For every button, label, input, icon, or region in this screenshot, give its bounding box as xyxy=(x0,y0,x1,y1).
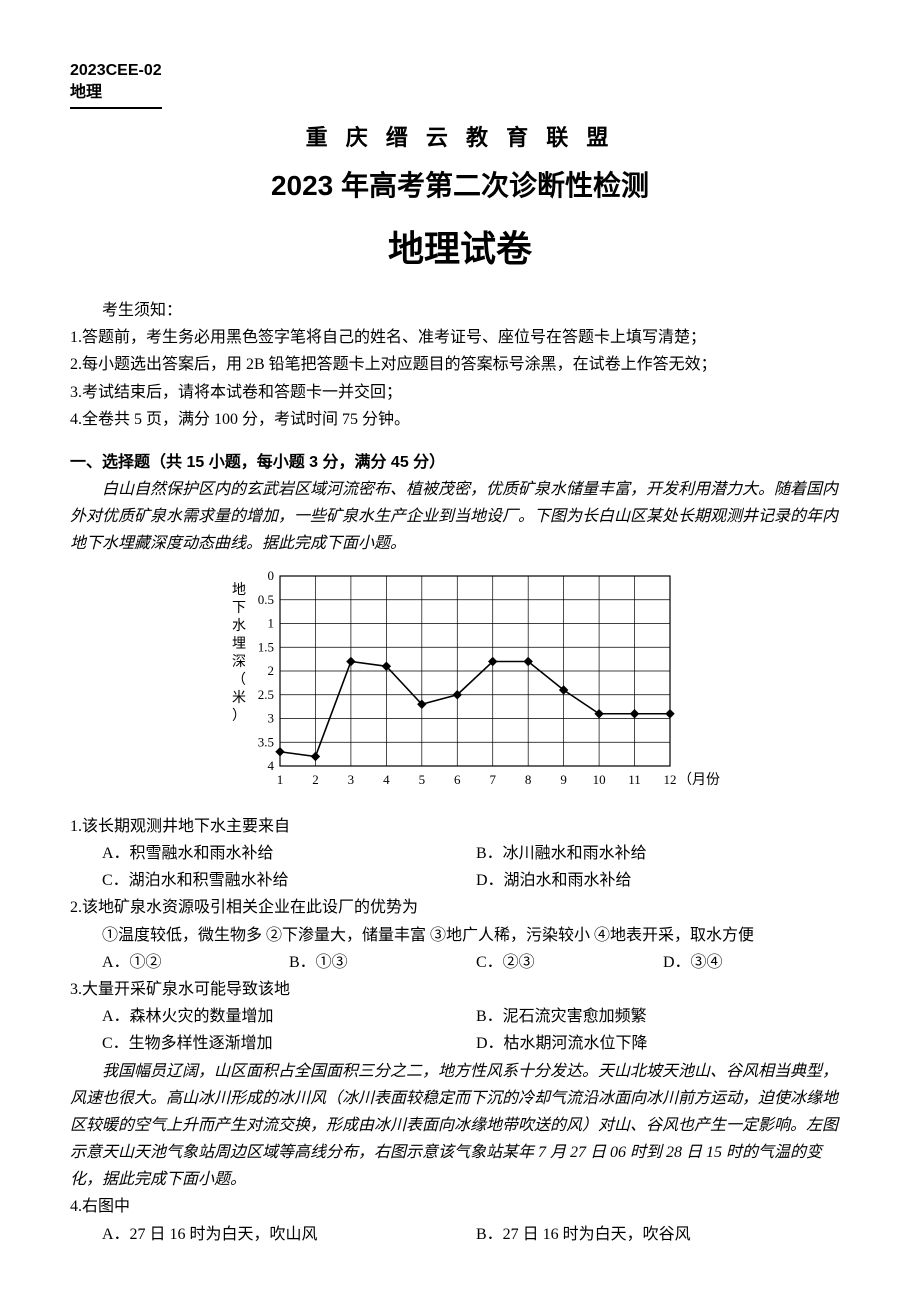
svg-text:水: 水 xyxy=(232,618,246,634)
notice-item: 1.答题前，考生务必用黑色签字笔将自己的姓名、准考证号、座位号在答题卡上填写清楚… xyxy=(70,324,850,351)
q1-stem: 1.该长期观测井地下水主要来自 xyxy=(70,813,850,840)
q4-opt-b: B．27 日 16 时为白天，吹谷风 xyxy=(476,1221,850,1248)
svg-text:1.5: 1.5 xyxy=(258,639,274,654)
svg-text:3: 3 xyxy=(348,772,355,787)
q1-opt-c: C．湖泊水和积雪融水补给 xyxy=(102,867,476,894)
svg-text:4: 4 xyxy=(268,758,275,773)
notice-heading: 考生须知： xyxy=(70,297,850,324)
svg-text:12: 12 xyxy=(664,772,677,787)
svg-text:地: 地 xyxy=(232,582,246,598)
svg-text:3.5: 3.5 xyxy=(258,734,274,749)
q2-options: A．①② B．①③ C．②③ D．③④ xyxy=(70,949,850,976)
notice-list: 1.答题前，考生务必用黑色签字笔将自己的姓名、准考证号、座位号在答题卡上填写清楚… xyxy=(70,324,850,433)
q3-opt-a: A．森林火灾的数量增加 xyxy=(102,1003,476,1030)
q3-stem: 3.大量开采矿泉水可能导致该地 xyxy=(70,976,850,1003)
q2-opt-c: C．②③ xyxy=(476,949,663,976)
svg-text:10: 10 xyxy=(593,772,606,787)
q3-options: A．森林火灾的数量增加 B．泥石流灾害愈加频繁 C．生物多样性逐渐增加 D．枯水… xyxy=(70,1003,850,1057)
svg-text:0: 0 xyxy=(268,568,275,583)
passage-1: 白山自然保护区内的玄武岩区域河流密布、植被茂密，优质矿泉水储量丰富，开发利用潜力… xyxy=(70,476,850,558)
q1-opt-d: D．湖泊水和雨水补给 xyxy=(476,867,850,894)
notice-item: 2.每小题选出答案后，用 2B 铅笔把答题卡上对应题目的答案标号涂黑，在试卷上作… xyxy=(70,351,850,378)
svg-text:3: 3 xyxy=(268,710,275,725)
exam-code-block: 2023CEE-02 地理 xyxy=(70,60,850,109)
passage-2: 我国幅员辽阔，山区面积占全国面积三分之二，地方性风系十分发达。天山北坡天池山、谷… xyxy=(70,1058,850,1194)
title-organization: 重 庆 缙 云 教 育 联 盟 xyxy=(70,119,850,156)
svg-text:2: 2 xyxy=(268,663,275,678)
svg-text:8: 8 xyxy=(525,772,532,787)
q4-options: A．27 日 16 时为白天，吹山风 B．27 日 16 时为白天，吹谷风 xyxy=(70,1221,850,1248)
q3-opt-b: B．泥石流灾害愈加频繁 xyxy=(476,1003,850,1030)
svg-text:米: 米 xyxy=(232,690,246,706)
q1-opt-b: B．冰川融水和雨水补给 xyxy=(476,840,850,867)
exam-code-line2: 地理 xyxy=(70,84,102,101)
notice-item: 3.考试结束后，请将本试卷和答题卡一并交回； xyxy=(70,379,850,406)
svg-text:11: 11 xyxy=(628,772,641,787)
svg-text:1: 1 xyxy=(277,772,284,787)
svg-text:（: （ xyxy=(232,672,246,688)
q2-opt-b: B．①③ xyxy=(289,949,476,976)
q1-options: A．积雪融水和雨水补给 B．冰川融水和雨水补给 C．湖泊水和积雪融水补给 D．湖… xyxy=(70,840,850,894)
q2-opt-d: D．③④ xyxy=(663,949,850,976)
svg-text:4: 4 xyxy=(383,772,390,787)
svg-text:6: 6 xyxy=(454,772,461,787)
exam-code-line1: 2023CEE-02 xyxy=(70,62,162,79)
svg-text:1: 1 xyxy=(268,615,275,630)
svg-text:7: 7 xyxy=(489,772,496,787)
q4-stem: 4.右图中 xyxy=(70,1193,850,1220)
q4-opt-a: A．27 日 16 时为白天，吹山风 xyxy=(102,1221,476,1248)
svg-text:9: 9 xyxy=(560,772,567,787)
notice-item: 4.全卷共 5 页，满分 100 分，考试时间 75 分钟。 xyxy=(70,406,850,433)
q2-circled-options: ①温度较低，微生物多 ②下渗量大，储量丰富 ③地广人稀，污染较小 ④地表开采，取… xyxy=(70,922,850,949)
svg-text:下: 下 xyxy=(232,601,246,616)
svg-text:深: 深 xyxy=(232,654,246,670)
title-exam-name: 2023 年高考第二次诊断性检测 xyxy=(70,162,850,210)
svg-text:0.5: 0.5 xyxy=(258,591,274,606)
q3-opt-d: D．枯水期河流水位下降 xyxy=(476,1030,850,1057)
svg-text:2: 2 xyxy=(312,772,319,787)
q2-stem: 2.该地矿泉水资源吸引相关企业在此设厂的优势为 xyxy=(70,894,850,921)
svg-text:2.5: 2.5 xyxy=(258,686,274,701)
svg-text:5: 5 xyxy=(419,772,426,787)
title-subject: 地理试卷 xyxy=(70,218,850,279)
q1-opt-a: A．积雪融水和雨水补给 xyxy=(102,840,476,867)
svg-text:（月份）: （月份） xyxy=(678,772,720,788)
svg-text:埋: 埋 xyxy=(232,636,246,652)
section-1-heading: 一、选择题（共 15 小题，每小题 3 分，满分 45 分） xyxy=(70,449,850,476)
svg-text:）: ） xyxy=(232,708,246,724)
q3-opt-c: C．生物多样性逐渐增加 xyxy=(102,1030,476,1057)
chart-1: 00.511.522.533.54123456789101112地下水埋深（米）… xyxy=(70,566,850,805)
q2-opt-a: A．①② xyxy=(102,949,289,976)
groundwater-chart: 00.511.522.533.54123456789101112地下水埋深（米）… xyxy=(200,566,720,796)
